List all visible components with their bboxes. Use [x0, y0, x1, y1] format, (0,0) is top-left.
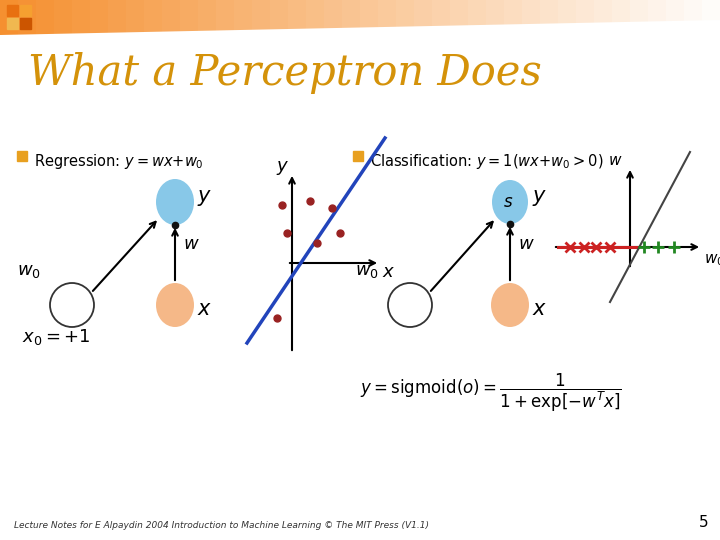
Polygon shape [198, 0, 216, 31]
Text: $w_0$: $w_0$ [704, 252, 720, 268]
Polygon shape [702, 0, 720, 21]
Polygon shape [450, 0, 468, 25]
Polygon shape [504, 0, 522, 24]
Polygon shape [324, 0, 342, 28]
Polygon shape [126, 0, 144, 32]
Text: $x$: $x$ [532, 299, 547, 319]
Text: $y$: $y$ [276, 159, 289, 177]
Polygon shape [216, 0, 234, 30]
Polygon shape [468, 0, 486, 25]
Polygon shape [0, 0, 18, 35]
Bar [7, 18, 18, 29]
Text: Lecture Notes for E Alpaydin 2004 Introduction to Machine Learning © The MIT Pre: Lecture Notes for E Alpaydin 2004 Introd… [14, 521, 429, 530]
Text: $y$: $y$ [532, 188, 547, 208]
Polygon shape [306, 0, 324, 29]
Polygon shape [684, 0, 702, 21]
Bar [20, 18, 31, 29]
Polygon shape [558, 0, 576, 23]
Polygon shape [252, 0, 270, 30]
Polygon shape [432, 0, 450, 26]
Text: Regression: $y{=}wx{+}w_0$: Regression: $y{=}wx{+}w_0$ [34, 152, 204, 171]
Polygon shape [540, 0, 558, 24]
Polygon shape [666, 0, 684, 21]
Polygon shape [648, 0, 666, 22]
Polygon shape [594, 0, 612, 23]
Polygon shape [522, 0, 540, 24]
Polygon shape [72, 0, 90, 33]
Text: $w$: $w$ [608, 154, 623, 168]
Circle shape [388, 283, 432, 327]
Text: $s$: $s$ [503, 194, 513, 211]
Polygon shape [18, 0, 36, 35]
Text: What a Perceptron Does: What a Perceptron Does [28, 52, 541, 94]
Text: $x$: $x$ [382, 263, 395, 281]
Text: $y = \mathrm{sigmoid}(o) = \dfrac{1}{1+\exp[-w^T x]}$: $y = \mathrm{sigmoid}(o) = \dfrac{1}{1+\… [360, 372, 622, 414]
Polygon shape [360, 0, 378, 28]
Polygon shape [630, 0, 648, 22]
Polygon shape [54, 0, 72, 34]
Polygon shape [288, 0, 306, 29]
Text: $y$: $y$ [197, 188, 212, 208]
Text: Classification: $y{=}1(wx{+}w_0{>}0)$: Classification: $y{=}1(wx{+}w_0{>}0)$ [370, 152, 603, 171]
Ellipse shape [491, 283, 529, 327]
Ellipse shape [156, 283, 194, 327]
Polygon shape [144, 0, 162, 32]
Polygon shape [36, 0, 54, 34]
Text: $w_0$: $w_0$ [355, 262, 379, 280]
Polygon shape [396, 0, 414, 27]
Text: $x_0{=}{+}1$: $x_0{=}{+}1$ [22, 327, 91, 347]
Text: $w_0$: $w_0$ [17, 262, 41, 280]
Polygon shape [612, 0, 630, 22]
Polygon shape [270, 0, 288, 29]
Polygon shape [234, 0, 252, 30]
Polygon shape [162, 0, 180, 32]
Ellipse shape [156, 179, 194, 225]
Ellipse shape [492, 180, 528, 224]
Polygon shape [378, 0, 396, 27]
Text: 5: 5 [698, 515, 708, 530]
Polygon shape [90, 0, 108, 33]
Text: $w$: $w$ [518, 235, 535, 253]
Polygon shape [486, 0, 504, 25]
Polygon shape [108, 0, 126, 33]
Text: $w$: $w$ [183, 235, 199, 253]
Bar [7, 5, 18, 16]
Bar [20, 5, 31, 16]
Polygon shape [180, 0, 198, 31]
Polygon shape [576, 0, 594, 23]
Text: $x$: $x$ [197, 299, 212, 319]
Polygon shape [342, 0, 360, 28]
Polygon shape [414, 0, 432, 26]
Circle shape [50, 283, 94, 327]
